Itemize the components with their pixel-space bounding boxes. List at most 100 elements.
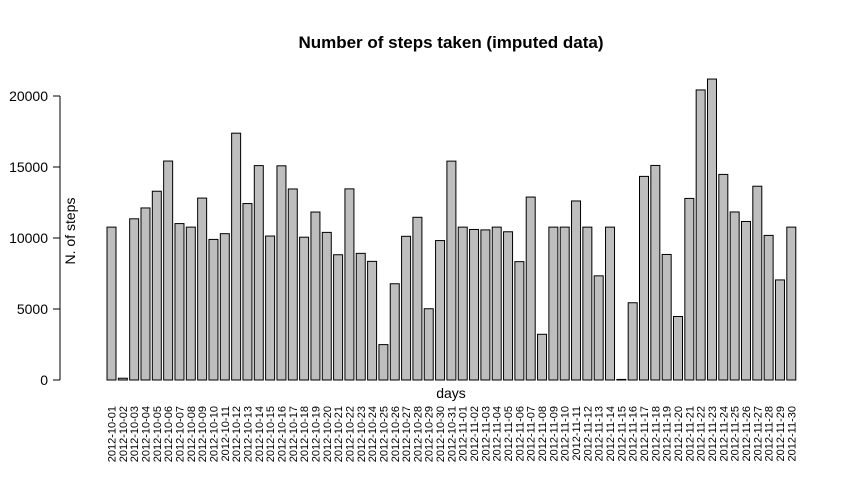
x-tick-label: 2012-10-15 [265, 406, 277, 462]
bar [174, 223, 185, 381]
bar [650, 164, 661, 381]
bar [514, 261, 525, 381]
x-tick-label: 2012-10-04 [140, 406, 152, 462]
bar [740, 221, 751, 381]
x-tick-label: 2012-10-26 [390, 406, 402, 462]
bar [695, 89, 706, 381]
bar [378, 344, 389, 381]
x-tick-label: 2012-11-21 [684, 406, 696, 461]
x-tick-label: 2012-11-02 [469, 406, 481, 461]
x-tick-label: 2012-11-23 [707, 406, 719, 461]
bar [673, 316, 683, 381]
bar [333, 254, 344, 381]
y-axis-label: N. of steps [62, 198, 78, 265]
bar [571, 200, 582, 381]
x-tick-label: 2012-10-09 [197, 406, 209, 462]
x-tick-label: 2012-11-04 [492, 406, 504, 461]
bar [525, 196, 536, 381]
bar [559, 226, 570, 381]
bar [117, 377, 128, 381]
x-axis-label: days [436, 385, 466, 401]
x-tick-label: 2012-10-11 [220, 406, 232, 461]
x-tick-label: 2012-11-14 [605, 406, 617, 461]
y-tick-label: 10000 [9, 230, 48, 246]
x-tick-label: 2012-10-01 [107, 406, 119, 462]
bar [253, 165, 264, 381]
y-tick-label: 0 [40, 372, 48, 388]
bar [786, 226, 797, 381]
x-tick-label: 2012-11-17 [639, 406, 651, 461]
bar [752, 185, 763, 381]
x-tick-label: 2012-10-06 [163, 406, 175, 462]
x-tick-label: 2012-11-24 [718, 406, 730, 461]
x-tick-label: 2012-11-19 [662, 406, 674, 461]
bar [706, 78, 717, 381]
x-tick-label: 2012-11-25 [730, 406, 742, 461]
bar [548, 226, 559, 381]
bar [129, 218, 140, 381]
x-tick-label: 2012-10-18 [299, 406, 311, 462]
bar [423, 308, 434, 381]
bar [389, 283, 400, 381]
y-axis-ticks: 0 5000 10000 15000 20000 [9, 88, 60, 388]
bar [774, 279, 785, 381]
bar [106, 226, 117, 381]
x-tick-label: 2012-11-06 [514, 406, 526, 461]
bar [480, 229, 491, 381]
x-tick-label: 2012-11-12 [582, 406, 594, 461]
bar [616, 378, 627, 381]
bar [401, 235, 412, 381]
x-tick-label: 2012-11-16 [628, 406, 640, 461]
x-tick-label: 2012-11-08 [537, 406, 549, 461]
bar [208, 238, 219, 381]
x-tick-label: 2012-10-17 [288, 406, 300, 462]
bar [729, 211, 740, 381]
x-tick-label: 2012-11-28 [764, 406, 776, 461]
bar [242, 203, 253, 381]
bar [163, 160, 174, 381]
x-tick-label: 2012-11-07 [526, 406, 538, 461]
x-tick-label: 2012-10-05 [152, 406, 164, 462]
bar [435, 240, 446, 381]
bar [287, 188, 298, 381]
x-tick-label: 2012-11-15 [616, 406, 628, 461]
bar [276, 165, 287, 381]
x-tick-label: 2012-10-30 [435, 406, 447, 462]
x-tick-label: 2012-11-10 [560, 406, 572, 461]
x-tick-label: 2012-11-01 [458, 406, 470, 461]
bar [231, 132, 242, 381]
x-tick-label: 2012-10-02 [118, 406, 130, 462]
bar [197, 197, 208, 381]
bars-group [106, 78, 797, 381]
bar [718, 173, 729, 381]
bar [457, 226, 468, 381]
bar [763, 234, 774, 381]
bar [367, 260, 378, 381]
x-tick-label: 2012-11-27 [752, 406, 764, 461]
x-tick-label: 2012-10-13 [242, 406, 254, 462]
x-tick-label: 2012-10-03 [129, 406, 141, 462]
bar [321, 231, 332, 381]
bar [265, 235, 276, 381]
x-tick-label: 2012-11-22 [696, 406, 708, 461]
bar [446, 160, 457, 381]
bar [140, 207, 151, 381]
x-tick-label: 2012-10-23 [356, 406, 368, 462]
bar [661, 253, 672, 381]
bar [299, 236, 310, 381]
x-tick-label: 2012-10-21 [333, 406, 345, 462]
bar [684, 197, 695, 381]
x-tick-label: 2012-11-05 [503, 406, 515, 461]
bar [469, 228, 480, 381]
bar [185, 226, 196, 381]
bar [219, 233, 230, 381]
x-tick-label: 2012-10-10 [208, 406, 220, 462]
x-tick-label: 2012-11-11 [571, 406, 583, 461]
bar [582, 226, 593, 381]
x-tick-label: 2012-10-07 [174, 406, 186, 462]
bar [491, 226, 502, 381]
bar [412, 216, 423, 381]
x-tick-label: 2012-10-12 [231, 406, 243, 462]
bar [503, 231, 514, 381]
